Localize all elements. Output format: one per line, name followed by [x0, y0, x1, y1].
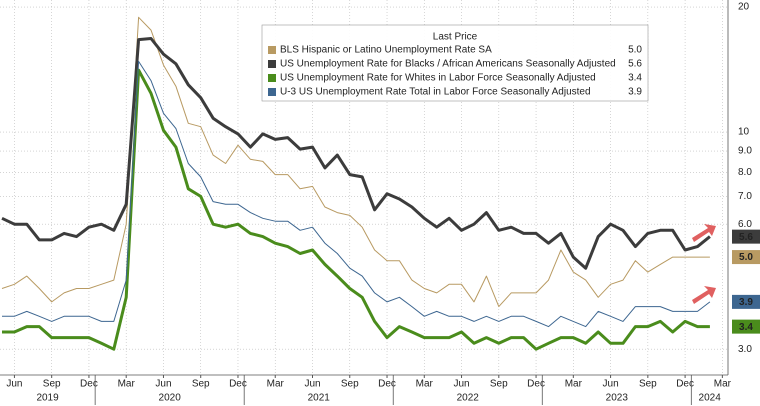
x-tick-label: Mar — [714, 379, 732, 390]
x-year-label: 2022 — [457, 393, 480, 404]
x-tick-label: Jun — [453, 379, 469, 390]
x-tick-label: Jun — [155, 379, 171, 390]
y-tick-label: 3.0 — [738, 344, 752, 355]
y-tick-label: 20 — [738, 2, 750, 13]
legend-label: U-3 US Unemployment Rate Total in Labor … — [280, 87, 591, 98]
x-tick-label: Jun — [304, 379, 320, 390]
legend-label: US Unemployment Rate for Whites in Labor… — [280, 73, 596, 84]
legend-label: US Unemployment Rate for Blacks / Africa… — [280, 59, 616, 70]
value-label: 3.9 — [739, 297, 753, 308]
value-box — [732, 294, 760, 309]
x-year-label: 2024 — [699, 393, 722, 404]
y-tick-label: 6.0 — [738, 219, 752, 230]
y-tick-label: 10 — [738, 127, 750, 138]
x-tick-label: Mar — [118, 379, 136, 390]
x-year-label: 2023 — [606, 393, 629, 404]
legend-swatch — [268, 60, 276, 68]
x-tick-label: Dec — [378, 379, 396, 390]
legend-label: BLS Hispanic or Latino Unemployment Rate… — [280, 45, 492, 56]
series-line — [2, 60, 711, 328]
y-tick-label: 9.0 — [738, 146, 752, 157]
x-year-label: 2021 — [308, 393, 331, 404]
x-tick-label: Mar — [565, 379, 583, 390]
series-line — [2, 68, 710, 351]
legend-value: 3.9 — [628, 87, 642, 98]
x-year-label: 2019 — [36, 393, 59, 404]
value-box — [732, 319, 760, 334]
x-tick-label: Jun — [603, 379, 619, 390]
x-tick-label: Mar — [416, 379, 434, 390]
y-tick-label: 7.0 — [738, 191, 752, 202]
legend-swatch — [268, 74, 276, 82]
value-box — [732, 229, 760, 244]
legend-value: 5.6 — [628, 59, 642, 70]
x-tick-label: Dec — [229, 379, 247, 390]
series-line — [1, 16, 710, 308]
series-line — [1, 37, 711, 270]
plot — [1, 16, 711, 351]
legend: Last Price BLS Hispanic or Latino Unempl… — [261, 24, 649, 102]
x-tick-label: Sep — [341, 379, 359, 390]
x-tick-label: Mar — [267, 379, 285, 390]
x-tick-label: Sep — [490, 379, 508, 390]
x-tick-label: Dec — [80, 379, 98, 390]
legend-swatch — [268, 46, 276, 54]
x-tick-label: Sep — [43, 379, 61, 390]
arrows — [692, 224, 716, 304]
legend-swatch — [268, 88, 276, 96]
value-label: 5.0 — [739, 252, 753, 263]
x-tick-label: Sep — [639, 379, 657, 390]
value-box — [732, 250, 760, 265]
legend-title: Last Price — [433, 32, 478, 43]
legend-value: 5.0 — [628, 45, 642, 56]
x-year-label: 2020 — [159, 393, 182, 404]
y-tick-label: 8.0 — [738, 167, 752, 178]
legend-value: 3.4 — [628, 73, 642, 84]
x-tick-label: Dec — [676, 379, 694, 390]
x-tick-label: Dec — [527, 379, 545, 390]
arrow — [692, 224, 716, 242]
value-label: 5.6 — [739, 232, 753, 243]
x-tick-label: Jun — [6, 379, 22, 390]
value-label: 3.4 — [739, 322, 753, 333]
x-tick-label: Sep — [192, 379, 210, 390]
legend-box — [261, 24, 649, 102]
arrow — [692, 286, 716, 304]
